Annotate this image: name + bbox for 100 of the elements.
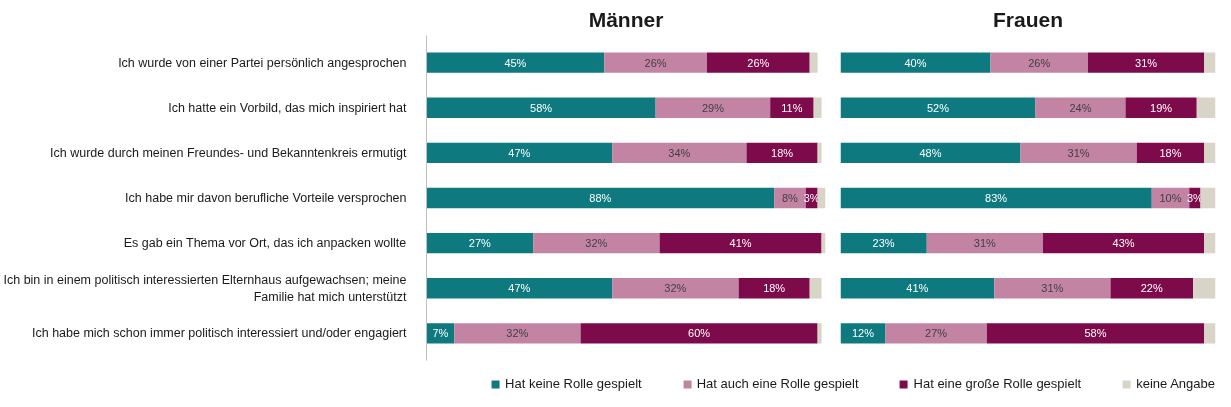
bar bbox=[1088, 52, 1205, 73]
bar bbox=[840, 278, 995, 299]
bar bbox=[986, 323, 1205, 344]
data-label: 31% bbox=[1135, 56, 1158, 69]
bar bbox=[817, 323, 822, 344]
data-label: 60% bbox=[688, 327, 711, 340]
bar bbox=[809, 52, 818, 73]
bar bbox=[655, 97, 771, 118]
bar bbox=[840, 142, 1021, 164]
data-label: 8% bbox=[782, 192, 799, 204]
data-label: 32% bbox=[506, 327, 529, 340]
chart-title: Männer bbox=[588, 7, 664, 31]
y-tick-label: Ich wurde durch meinen Freundes- und Bekanntenkreis ermutigt bbox=[50, 145, 408, 160]
bar bbox=[426, 142, 613, 164]
data-label: 19% bbox=[1150, 101, 1173, 114]
bar bbox=[1204, 232, 1216, 254]
legend-label: Hat keine Rolle gespielt bbox=[505, 376, 642, 391]
data-label: 23% bbox=[872, 237, 895, 250]
data-label: 31% bbox=[1041, 282, 1064, 295]
data-label: 58% bbox=[530, 101, 553, 114]
y-tick-label: Ich hatte ein Vorbild, das mich inspiriert hat bbox=[168, 100, 408, 115]
bar bbox=[926, 232, 1043, 254]
data-label: 32% bbox=[585, 237, 608, 250]
bar bbox=[840, 232, 927, 254]
data-label: 88% bbox=[589, 192, 612, 204]
bar bbox=[426, 97, 656, 118]
data-label: 52% bbox=[926, 101, 950, 114]
bar bbox=[1043, 232, 1205, 254]
bar bbox=[1035, 97, 1126, 118]
bar bbox=[454, 323, 581, 344]
chart-title: Frauen bbox=[992, 7, 1064, 31]
bar bbox=[1193, 278, 1216, 299]
bar bbox=[612, 278, 739, 299]
y-tick-label: Es gab ein Thema vor Ort, das ich anpacken wollte bbox=[123, 236, 407, 251]
bar bbox=[659, 232, 822, 254]
bar bbox=[840, 323, 886, 344]
bar bbox=[840, 97, 1036, 118]
data-label: 43% bbox=[1112, 237, 1135, 250]
data-label: 18% bbox=[1159, 146, 1182, 159]
bar bbox=[426, 52, 605, 73]
data-label: 26% bbox=[1028, 56, 1051, 69]
data-label: 26% bbox=[747, 56, 770, 69]
data-label: 47% bbox=[508, 282, 531, 295]
bar bbox=[840, 52, 991, 73]
bar bbox=[426, 187, 775, 209]
bar bbox=[604, 52, 707, 73]
data-label: 83% bbox=[985, 192, 1008, 204]
bar bbox=[533, 232, 660, 254]
bar bbox=[1204, 142, 1216, 164]
data-label: 26% bbox=[644, 56, 667, 69]
data-label: 27% bbox=[468, 237, 492, 250]
data-label: 45% bbox=[504, 56, 527, 69]
bar bbox=[840, 187, 1152, 209]
bar bbox=[1125, 97, 1197, 118]
y-tick-label: Ich wurde von einer Partei persönlich angesprochen bbox=[118, 55, 407, 70]
bar bbox=[809, 278, 822, 299]
bar bbox=[994, 278, 1111, 299]
data-label: 32% bbox=[664, 282, 687, 295]
bar bbox=[746, 142, 818, 164]
bar bbox=[1110, 278, 1193, 299]
data-label: 47% bbox=[508, 146, 531, 159]
data-label: 11% bbox=[781, 101, 803, 114]
data-label: 58% bbox=[1084, 327, 1107, 340]
data-label: 48% bbox=[919, 146, 942, 159]
data-label: 34% bbox=[668, 146, 691, 159]
y-tick-label: Ich bin in einem politisch interessierten Elternhaus aufgewachsen; meine Familie hat mich unterstützt bbox=[3, 272, 408, 304]
data-label: 10% bbox=[1159, 192, 1182, 204]
bar bbox=[1196, 97, 1216, 118]
data-label: 41% bbox=[729, 237, 752, 250]
data-label: 29% bbox=[701, 101, 725, 114]
legend-label: Hat eine große Rolle gespielt bbox=[913, 376, 1082, 391]
y-tick-label: Ich habe mir davon berufliche Vorteile versprochen bbox=[125, 191, 407, 205]
y-tick-label: Ich habe mich schon immer politisch interessiert und/oder engagiert bbox=[32, 326, 408, 341]
bar bbox=[580, 323, 818, 344]
data-label: 41% bbox=[906, 282, 929, 295]
data-label: 18% bbox=[763, 282, 786, 295]
data-label: 12% bbox=[851, 327, 875, 340]
data-label: 40% bbox=[904, 56, 927, 69]
data-label: 18% bbox=[771, 146, 794, 159]
bar bbox=[813, 97, 822, 118]
bar bbox=[1020, 142, 1137, 164]
data-label: 27% bbox=[925, 327, 948, 340]
bar bbox=[990, 52, 1088, 73]
data-label: 31% bbox=[973, 237, 997, 250]
bar bbox=[1204, 323, 1216, 344]
data-label: 24% bbox=[1069, 101, 1092, 114]
legend-label: Hat auch eine Rolle gespielt bbox=[696, 376, 859, 391]
legend-label: keine Angabe bbox=[1136, 376, 1215, 391]
data-label: 7% bbox=[432, 327, 449, 340]
bar bbox=[706, 52, 810, 73]
bar bbox=[612, 142, 747, 164]
bar bbox=[426, 232, 534, 254]
data-label: 22% bbox=[1140, 282, 1163, 295]
bar bbox=[426, 278, 613, 299]
data-label: 31% bbox=[1067, 146, 1090, 159]
bar bbox=[738, 278, 810, 299]
bar bbox=[885, 323, 987, 344]
bar bbox=[1200, 187, 1216, 209]
bar bbox=[817, 142, 822, 164]
bar bbox=[1204, 52, 1216, 73]
